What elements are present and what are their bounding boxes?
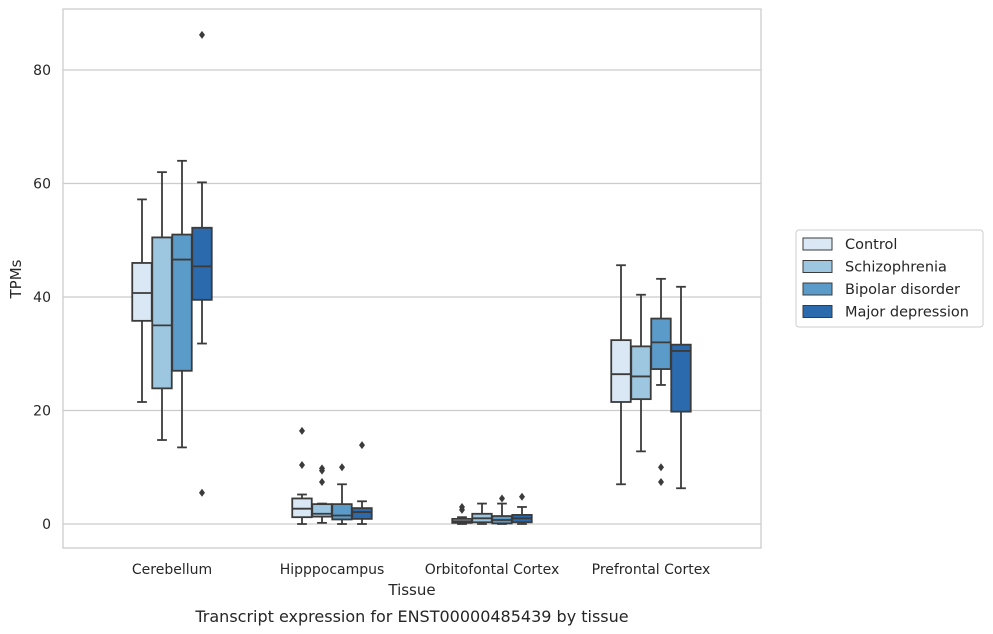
box-plots (131, 30, 692, 525)
x-tick-label: Orbitofontal Cortex (425, 562, 560, 578)
legend-swatch (802, 305, 833, 318)
box-group (131, 198, 153, 403)
chart-caption: Transcript expression for ENST0000048543… (194, 607, 628, 626)
legend-frame (795, 229, 984, 328)
box-iqr (630, 345, 652, 401)
outlier-point (459, 502, 465, 511)
y-tick-label: 20 (33, 404, 51, 420)
box-group (670, 285, 692, 490)
box-iqr (650, 317, 672, 370)
outlier-point (199, 30, 205, 39)
box-iqr (610, 339, 632, 403)
legend: Control Schizophrenia Bipolar disorder Majo… (795, 229, 984, 328)
box-group (630, 293, 652, 453)
outlier-point (199, 488, 205, 497)
y-tick-label: 40 (33, 290, 51, 306)
legend-label: Schizophrenia (845, 260, 947, 276)
legend-label: Bipolar disorder (845, 282, 960, 298)
legend-swatch (802, 237, 833, 251)
plot-frame (62, 8, 762, 549)
y-axis-ticks: 0 20 40 60 80 (33, 63, 51, 533)
legend-label: Control (845, 237, 897, 253)
legend-swatch (802, 260, 833, 273)
box-iqr (311, 503, 333, 518)
legend-swatch (802, 282, 833, 296)
box-iqr (151, 236, 173, 390)
x-tick-label: Hipppocampus (280, 562, 385, 578)
y-tick-label: 0 (42, 517, 51, 533)
outlier-point (658, 478, 664, 487)
y-tick-label: 80 (33, 63, 51, 79)
x-axis-label: Tissue (387, 581, 435, 599)
box-iqr (131, 262, 153, 322)
box-iqr (331, 503, 353, 521)
box-iqr (351, 507, 373, 520)
outlier-point (658, 463, 664, 472)
outlier-point (299, 460, 305, 469)
box-group (351, 441, 373, 525)
outlier-point (339, 463, 345, 472)
box-group (191, 30, 213, 497)
outlier-point (519, 492, 525, 501)
outlier-point (359, 441, 365, 450)
box-group (511, 492, 533, 525)
box-group (331, 463, 353, 525)
box-group (171, 159, 193, 449)
outlier-point (319, 478, 325, 487)
box-iqr (191, 226, 213, 301)
box-group (291, 426, 313, 525)
box-iqr (171, 233, 193, 372)
y-tick-label: 60 (33, 177, 51, 193)
x-tick-label: Cerebellum (132, 562, 212, 578)
box-iqr (670, 343, 692, 413)
box-group (610, 264, 632, 486)
y-axis-label: TPMs (7, 259, 25, 299)
x-tick-label: Prefrontal Cortex (592, 562, 711, 578)
box-group (151, 171, 173, 441)
legend-label: Major depression (845, 305, 969, 321)
outlier-point (499, 494, 505, 503)
outlier-point (319, 464, 325, 473)
x-axis-ticks: Cerebellum Hipppocampus Orbitofontal Corte… (132, 562, 710, 578)
box-group (650, 277, 672, 487)
outlier-point (299, 426, 305, 435)
